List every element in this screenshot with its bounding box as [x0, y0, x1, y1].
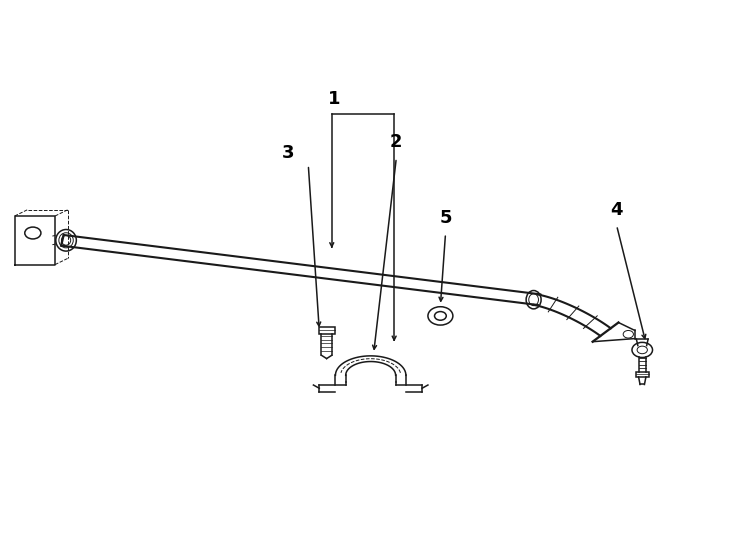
Text: 3: 3 — [281, 144, 294, 162]
Text: 4: 4 — [610, 201, 623, 219]
Text: 1: 1 — [327, 90, 341, 108]
Text: 2: 2 — [390, 133, 403, 151]
Text: 5: 5 — [439, 209, 452, 227]
